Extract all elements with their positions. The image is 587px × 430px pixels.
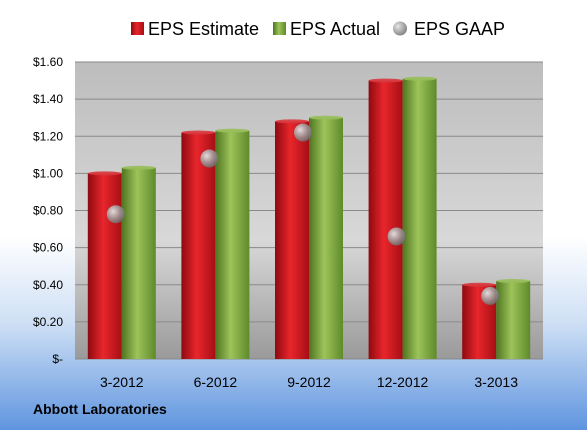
legend-label-eps-gaap: EPS GAAP: [414, 19, 505, 39]
x-tick-label: 6-2012: [194, 374, 238, 390]
bar-eps-actual-cap: [121, 165, 156, 170]
legend-swatch-eps-estimate: [131, 22, 144, 35]
point-eps-gaap: [481, 286, 500, 305]
y-tick-label: $1.20: [33, 129, 63, 143]
y-tick-label: $1.40: [33, 92, 63, 106]
point-eps-gaap: [106, 205, 125, 224]
bar-eps-actual-cap: [309, 115, 343, 120]
bar-eps-estimate-cap: [368, 78, 403, 83]
y-axis-ticks: $- $0.20 $0.40 $0.60 $0.80 $1.00 $1.20 $1.40 $1.…: [33, 55, 63, 366]
bars: [87, 76, 531, 360]
bar-eps-estimate-cap: [181, 130, 216, 135]
legend-swatch-eps-gaap: [393, 21, 407, 36]
y-tick-label: $0.80: [33, 204, 63, 218]
x-tick-label: 3-2012: [100, 374, 144, 390]
point-eps-gaap: [294, 123, 312, 142]
point-eps-gaap: [387, 227, 406, 246]
bar-eps-estimate: [368, 80, 403, 359]
bar-eps-actual: [402, 78, 437, 360]
bar-eps-estimate: [275, 121, 309, 360]
bar-eps-actual: [215, 130, 250, 359]
bar-eps-estimate-cap: [275, 119, 309, 124]
legend-label-eps-actual: EPS Actual: [290, 19, 380, 39]
bar-eps-actual: [309, 117, 343, 359]
bar-eps-estimate-cap: [87, 171, 122, 176]
x-tick-label: 12-2012: [377, 374, 429, 390]
bar-eps-actual-cap: [402, 76, 437, 81]
gaap-points: [106, 123, 500, 305]
y-tick-label: $0.40: [33, 278, 63, 292]
bar-eps-actual-cap: [215, 128, 250, 133]
y-tick-label: $0.60: [33, 241, 63, 255]
bar-eps-actual: [496, 281, 531, 359]
legend-label-eps-estimate: EPS Estimate: [148, 19, 259, 39]
y-tick-label: $1.00: [33, 166, 63, 180]
y-tick-label: $-: [52, 352, 63, 366]
x-axis-labels: 3-2012 6-2012 9-2012 12-2012 3-2013: [100, 374, 518, 390]
x-tick-label: 3-2013: [474, 374, 518, 390]
y-tick-label: $0.20: [33, 315, 63, 329]
bar-eps-estimate-cap: [462, 282, 497, 287]
legend-item-eps-gaap: EPS GAAP: [393, 19, 505, 39]
legend-item-eps-estimate: EPS Estimate: [131, 19, 259, 39]
bar-eps-estimate: [181, 132, 216, 359]
legend-item-eps-actual: EPS Actual: [273, 19, 380, 39]
legend-swatch-eps-actual: [273, 22, 286, 35]
bar-eps-estimate: [87, 173, 122, 359]
y-tick-label: $1.60: [33, 55, 63, 69]
x-tick-label: 9-2012: [287, 374, 331, 390]
legend: EPS Estimate EPS Actual EPS GAAP: [131, 19, 505, 39]
point-eps-gaap: [200, 149, 219, 168]
bar-eps-actual-cap: [496, 279, 531, 284]
company-name: Abbott Laboratories: [33, 401, 167, 417]
bar-eps-actual: [121, 167, 156, 359]
